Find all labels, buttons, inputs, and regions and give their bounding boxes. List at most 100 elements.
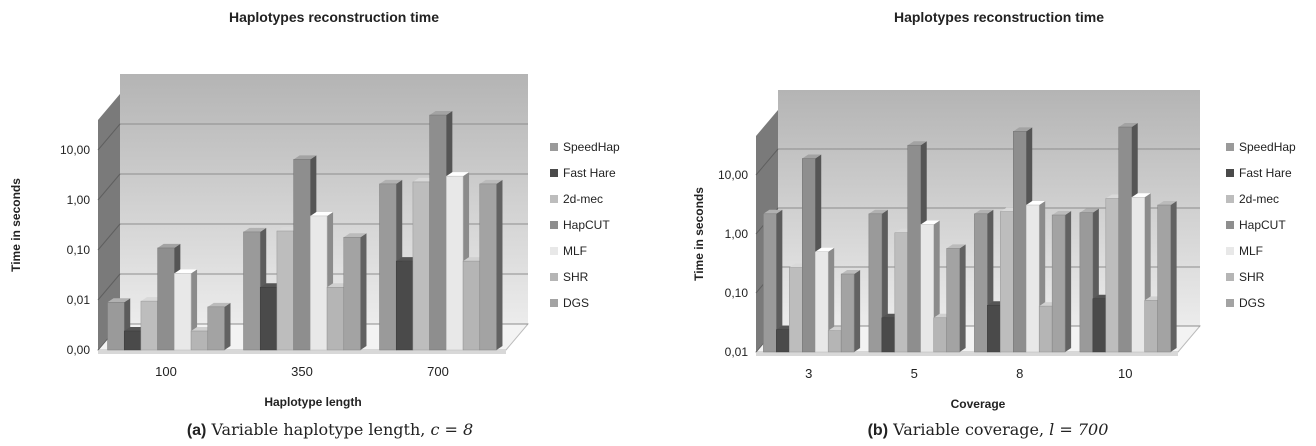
x-tick-label: 350 xyxy=(291,364,313,379)
legend-label: HapCUT xyxy=(563,218,610,232)
bar-top xyxy=(310,211,334,216)
legend-label: Fast Hare xyxy=(563,166,616,180)
bar xyxy=(1131,196,1145,353)
bar xyxy=(814,251,829,353)
y-tick-label: 10,00 xyxy=(718,168,748,182)
legend-label: HapCUT xyxy=(1239,218,1286,232)
bar-top xyxy=(446,172,470,177)
bar xyxy=(763,213,777,353)
bar-side xyxy=(224,302,231,350)
y-tick-label: 0,10 xyxy=(67,243,91,257)
bar-top xyxy=(868,209,888,214)
x-tick-label: 10 xyxy=(1118,366,1132,381)
bar xyxy=(974,213,988,353)
caption-a: (a) Variable haplotype length, c = 8 xyxy=(0,420,660,440)
x-tick-label: 100 xyxy=(155,364,177,379)
bar xyxy=(1079,212,1094,353)
legend-swatch xyxy=(1226,299,1234,307)
bar-top xyxy=(343,233,367,238)
x-tick-label: 5 xyxy=(911,366,918,381)
gridline-side xyxy=(97,273,121,301)
legend-label: SHR xyxy=(1239,270,1265,284)
side-wall xyxy=(98,94,120,350)
legend-label: MLF xyxy=(563,244,587,258)
floor-edge xyxy=(756,352,1178,356)
bar xyxy=(429,114,447,351)
bar-top xyxy=(920,220,940,225)
y-tick-label: 0,01 xyxy=(725,345,749,359)
bar-side xyxy=(1170,201,1177,352)
y-tick-label: 0,01 xyxy=(67,293,91,307)
bar xyxy=(107,302,125,351)
bar xyxy=(140,300,158,351)
legend-swatch xyxy=(1226,169,1234,177)
bar xyxy=(881,317,896,353)
bar-top xyxy=(1131,193,1151,198)
bar xyxy=(1038,305,1053,353)
bar-side xyxy=(854,269,861,352)
bar xyxy=(1000,211,1014,353)
gridline-side xyxy=(97,223,121,251)
bar-top xyxy=(815,247,835,252)
bar-top xyxy=(429,111,453,116)
chart-panel-a: Haplotypes reconstruction time 0,00 0,01 0,… xyxy=(0,9,660,440)
bar-top xyxy=(157,243,181,248)
bar xyxy=(412,181,430,351)
bar xyxy=(827,330,842,353)
caption-b-text: Variable coverage, xyxy=(893,420,1045,439)
legend-label: DGS xyxy=(563,296,589,310)
bar-top xyxy=(1052,210,1072,215)
bar xyxy=(868,213,883,353)
legend-label: SpeedHap xyxy=(563,140,620,154)
legend-swatch xyxy=(1226,273,1234,281)
legend-swatch xyxy=(550,247,558,255)
bar-top xyxy=(763,209,783,214)
caption-b: (b) Variable coverage, l = 700 xyxy=(660,420,1316,440)
bar-top xyxy=(1079,208,1099,213)
y-axis-title: Time in seconds xyxy=(692,187,706,281)
y-tick-label: 1,00 xyxy=(67,193,91,207)
bar xyxy=(207,306,225,351)
bar-top xyxy=(1157,201,1177,206)
bar-top xyxy=(207,302,231,307)
bar-top xyxy=(1013,127,1033,132)
bar xyxy=(1118,126,1132,353)
bar xyxy=(802,158,816,353)
y-tick-label: 0,00 xyxy=(67,343,91,357)
legend-swatch xyxy=(550,299,558,307)
y-tick-label: 1,00 xyxy=(725,227,749,241)
caption-a-text: Variable haplotype length, xyxy=(211,420,426,439)
bar-top xyxy=(379,179,403,184)
bar-top xyxy=(802,154,822,159)
bar-side xyxy=(1065,210,1072,352)
legend-label: MLF xyxy=(1239,244,1263,258)
bar-top xyxy=(1118,123,1138,128)
bar xyxy=(840,273,855,353)
legend-swatch xyxy=(1226,195,1234,203)
gridline-side xyxy=(97,123,121,151)
bar xyxy=(789,267,803,353)
x-axis-title: Haplotype length xyxy=(264,395,361,409)
bar xyxy=(1157,204,1171,353)
bar xyxy=(1013,131,1027,353)
bar xyxy=(987,304,1001,353)
bar-top xyxy=(1026,201,1046,206)
bar xyxy=(123,330,142,351)
bar-side xyxy=(776,209,783,352)
bar xyxy=(395,260,414,351)
y-tick-label: 10,00 xyxy=(60,143,90,157)
y-tick-label: 0,10 xyxy=(725,286,749,300)
bar xyxy=(1051,214,1066,353)
bar-top xyxy=(907,141,927,146)
bar xyxy=(326,286,345,351)
bar xyxy=(310,215,328,351)
gridline-side xyxy=(97,173,121,201)
caption-b-label: (b) xyxy=(867,422,889,439)
bar xyxy=(907,144,921,353)
caption-b-math: l = 700 xyxy=(1049,420,1109,439)
bar-side xyxy=(496,179,503,350)
x-axis-title: Coverage xyxy=(951,397,1006,411)
bar-top xyxy=(479,179,503,184)
bar xyxy=(479,183,497,351)
bar-top xyxy=(107,298,131,303)
